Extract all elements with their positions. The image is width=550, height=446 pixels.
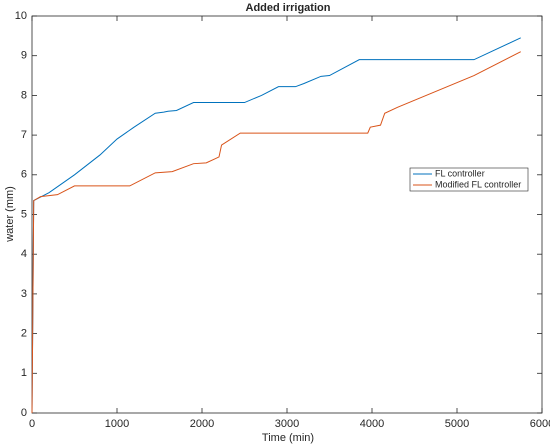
x-tick-label: 1000: [105, 418, 129, 430]
data-line: [31, 51, 521, 414]
legend-box: [409, 167, 529, 192]
y-tick-label: 1: [21, 367, 27, 379]
y-tick-label: 4: [21, 248, 27, 260]
x-tick-label: 5000: [445, 418, 469, 430]
y-tick-label: 6: [21, 169, 27, 181]
chart-title: Added irrigation: [246, 2, 331, 14]
y-tick-label: 2: [21, 328, 27, 340]
legend-label: Modified FL controller: [435, 179, 521, 189]
x-axis-label: Time (min): [262, 432, 314, 444]
y-tick-label: 7: [21, 129, 27, 141]
plot-frame: [31, 15, 543, 414]
y-tick-label: 3: [21, 288, 27, 300]
y-tick-label: 0: [21, 407, 27, 419]
legend-label: FL controller: [435, 168, 485, 178]
y-tick-label: 10: [15, 10, 27, 22]
y-tick-label: 9: [21, 50, 27, 62]
y-tick-label: 8: [21, 89, 27, 101]
x-tick-label: 0: [29, 418, 35, 430]
x-tick-label: 4000: [360, 418, 384, 430]
y-axis-label: water (mm): [4, 186, 16, 243]
data-line: [31, 37, 521, 414]
x-tick-label: 2000: [190, 418, 214, 430]
y-tick-label: 5: [21, 208, 27, 220]
x-tick-label: 3000: [275, 418, 299, 430]
